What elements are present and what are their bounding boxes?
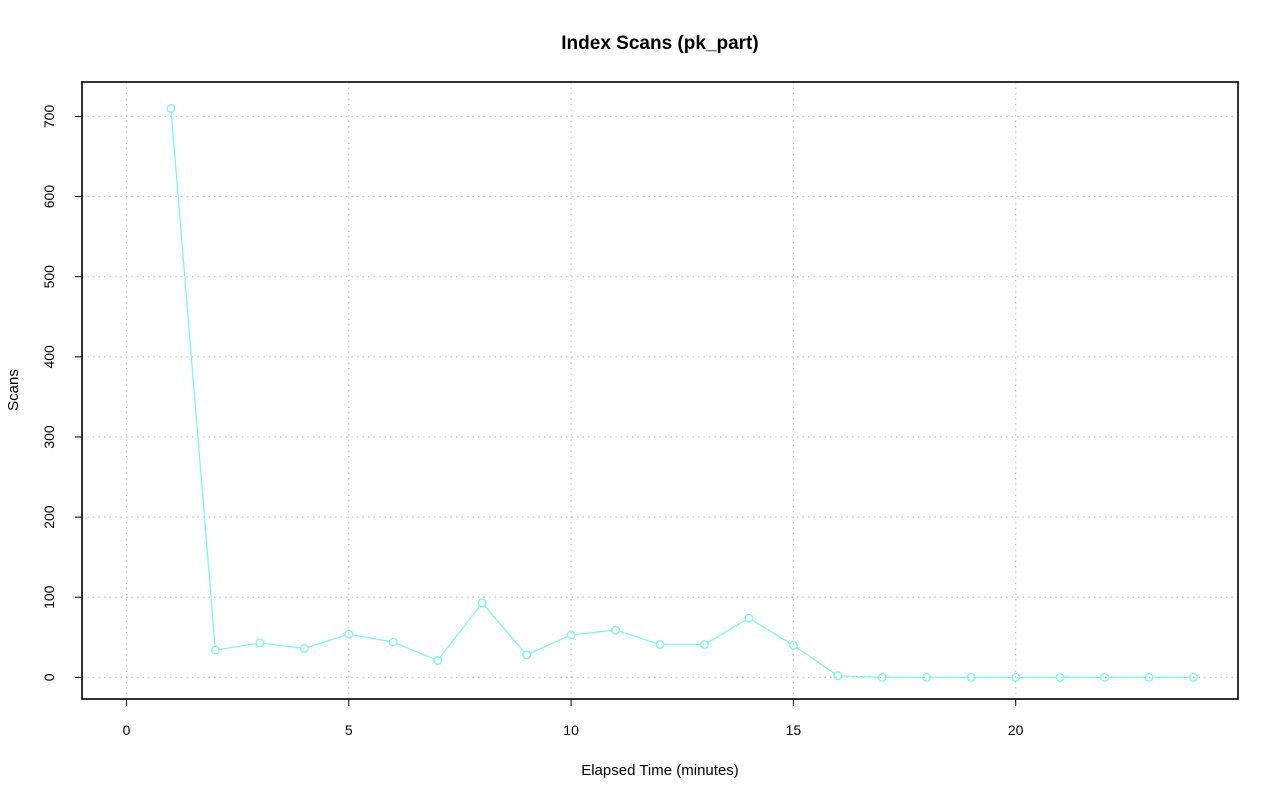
y-tick-label: 600 [41,185,57,209]
data-point [388,637,398,647]
y-tick-label: 400 [41,345,57,369]
data-point [1100,672,1110,682]
series-line-segment [352,634,390,643]
series-line-segment [751,619,791,644]
data-point [344,629,354,639]
data-point [877,672,887,682]
series-line-segment [170,112,216,647]
chart-title: Index Scans (pk_part) [561,33,758,54]
data-point [744,613,754,623]
data-point [166,103,176,113]
series-line-segment [618,630,657,644]
series-layer [166,103,1199,682]
series-line-segment [439,605,481,658]
data-point [477,598,487,608]
series-line-segment [484,605,525,653]
series-line-segment [219,642,257,651]
y-axis-label: Scans [5,369,22,411]
data-point [433,656,443,666]
data-point [655,640,665,650]
x-axis-label: Elapsed Time (minutes) [581,762,739,779]
y-tick-label: 700 [41,105,57,129]
data-point [566,630,576,640]
x-tick-label: 15 [786,722,802,738]
data-point [922,672,932,682]
data-point [966,672,976,682]
series-line-segment [396,642,435,660]
y-tick-label: 500 [41,265,57,289]
series-line-segment [263,642,301,649]
data-point [1144,672,1154,682]
x-tick-label: 5 [345,722,353,738]
series-line-segment [307,634,346,648]
grid-lines [82,82,1238,699]
data-point [699,640,709,650]
data-point [1189,672,1199,682]
x-tick-label: 0 [123,722,131,738]
data-point [299,644,309,654]
y-tick-label: 300 [41,425,57,449]
series-line-segment [529,635,568,654]
y-tick-label: 0 [41,673,57,681]
data-point [1055,672,1065,682]
data-point [522,650,532,660]
x-tick-label: 20 [1008,722,1024,738]
y-tick-label: 100 [41,585,57,609]
series-line-segment [841,675,879,678]
data-point [833,671,843,681]
data-point [210,645,220,655]
series-line-segment [574,629,612,636]
series-line-segment [707,619,746,644]
data-point [611,625,621,635]
series-line-segment [796,646,836,675]
data-point [255,638,265,648]
data-point [1011,672,1021,682]
x-tick-label: 10 [563,722,579,738]
y-tick-label: 200 [41,505,57,529]
data-point [788,640,798,650]
plot-frame [81,81,1239,700]
